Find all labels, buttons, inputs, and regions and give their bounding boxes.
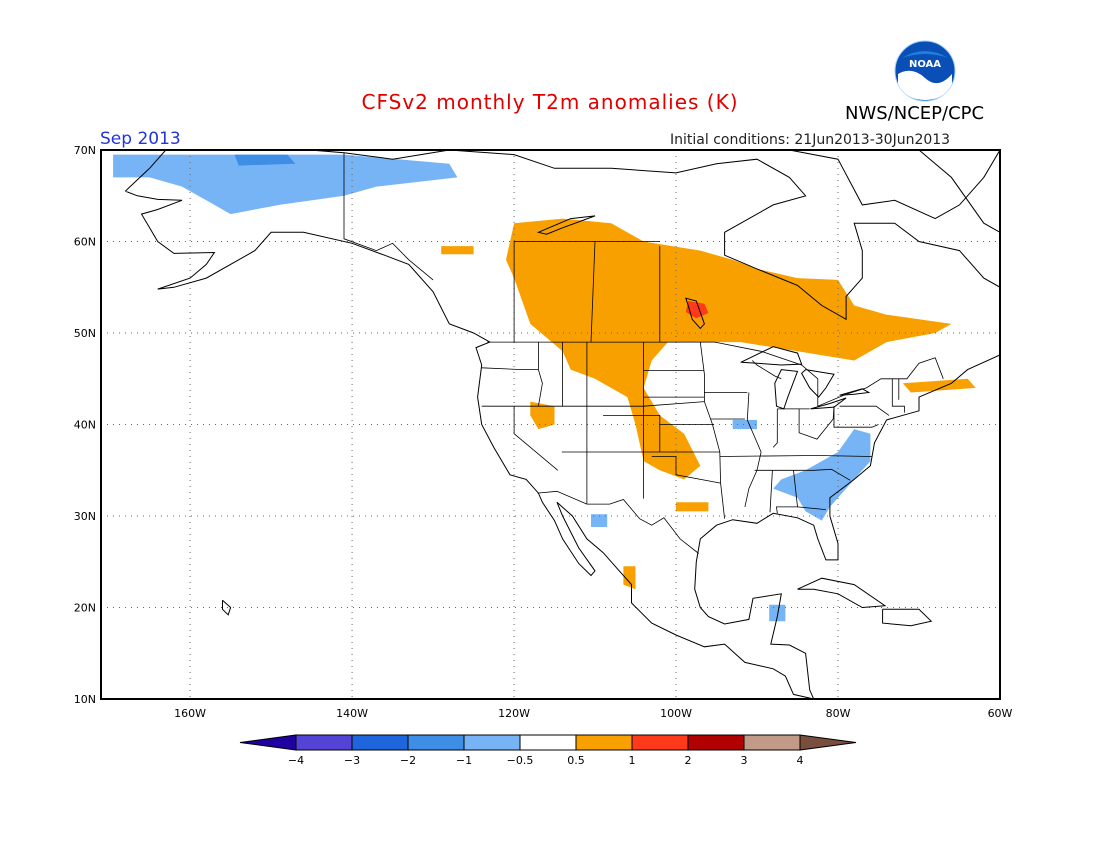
lon-label: 60W: [988, 707, 1013, 720]
colorbar-label: −0.5: [507, 754, 534, 767]
colorbar-arrow-low: [239, 734, 297, 751]
greenland-coast: [918, 150, 1000, 233]
lake-ontario: [839, 388, 871, 396]
lon-label: 100W: [660, 707, 692, 720]
logo-text: NOAA: [909, 59, 941, 70]
anomaly-region-maine-warm: [902, 378, 976, 393]
anomaly-region-canada-warm: [506, 218, 952, 480]
political-borders: [343, 152, 944, 554]
colorbar-label: 4: [797, 754, 804, 767]
noaa-logo-icon: NOAA: [894, 40, 956, 102]
colorbar-swatch: [407, 734, 465, 751]
anomaly-region-yukon-warm: [441, 246, 474, 255]
border-us-mexico: [537, 490, 699, 554]
border-state-line-26: [751, 360, 782, 380]
border-state-line-8: [651, 456, 721, 484]
colorbar-label: 1: [629, 754, 636, 767]
colorbar-swatch: [295, 734, 353, 751]
lat-label: 50N: [74, 327, 96, 340]
organization-label: NWS/NCEP/CPC: [845, 103, 985, 124]
border-state-line-21: [772, 408, 778, 448]
lat-label: 70N: [74, 144, 96, 157]
lat-label: 10N: [74, 693, 96, 706]
hispaniola-coast: [882, 608, 933, 627]
anomaly-region-texas-warm: [676, 502, 709, 512]
colorbar-label: −1: [456, 754, 472, 767]
border-state-line-7: [603, 414, 661, 452]
anomaly-shading: [113, 154, 976, 622]
lat-label: 30N: [74, 510, 96, 523]
lake-huron: [800, 369, 835, 398]
anomaly-region-nevada-warm: [530, 401, 555, 430]
border-state-line-2: [513, 406, 559, 471]
cuba-coast: [797, 577, 887, 609]
colorbar-label: 0.5: [567, 754, 585, 767]
forecast-month: Sep 2013: [100, 129, 181, 149]
anomaly-region-central-america-cold: [769, 604, 786, 622]
colorbar-swatch: [351, 734, 409, 751]
colorbar-swatch: [631, 734, 689, 751]
lat-label: 40N: [74, 419, 96, 432]
colorbar-swatch: [519, 734, 577, 751]
anomaly-region-mexico-warm: [623, 566, 636, 590]
border-alaska-canada: [343, 152, 434, 281]
anomaly-region-alaska-cold-core: [234, 154, 296, 166]
latitude-labels: 70N 60N 50N 40N 30N 20N 10N: [74, 144, 96, 706]
baffin-coast: [788, 150, 1000, 220]
lake-michigan: [774, 369, 799, 410]
colorbar-swatch: [743, 734, 801, 751]
border-state-line-28: [481, 367, 539, 371]
great-slave-lake: [536, 215, 596, 235]
colorbar-label: −3: [344, 754, 360, 767]
lat-label: 20N: [74, 602, 96, 615]
map-frame: [100, 149, 1001, 700]
longitude-labels: 160W 140W 120W 100W 80W 60W: [174, 707, 1012, 720]
border-state-line-1: [481, 401, 705, 407]
border-state-line-9: [699, 342, 725, 519]
initial-conditions: Initial conditions: 21Jun2013-30Jun2013: [670, 132, 951, 148]
lat-label: 60N: [74, 236, 96, 249]
border-state-line-17: [754, 468, 851, 481]
anomaly-region-alaska-cold: [113, 154, 458, 215]
lon-label: 80W: [826, 707, 851, 720]
colorbar-label: −4: [288, 754, 304, 767]
map-title: CFSv2 monthly T2m anomalies (K): [361, 90, 739, 114]
border-state-line-32: [513, 241, 595, 343]
border-state-line-18: [769, 470, 773, 513]
colorbar-label: −2: [400, 754, 416, 767]
anomaly-region-southeast-cold: [773, 429, 871, 521]
anomaly-region-great-lakes-hot: [685, 301, 709, 319]
lon-label: 120W: [498, 707, 530, 720]
lon-label: 140W: [336, 707, 368, 720]
border-state-line-22: [798, 406, 835, 440]
colorbar-swatch: [687, 734, 745, 751]
border-state-line-24: [839, 405, 890, 416]
lon-label: 160W: [174, 707, 206, 720]
colorbar-label: 2: [685, 754, 692, 767]
lake-superior: [740, 346, 803, 366]
border-state-line-23: [833, 406, 879, 428]
border-us-canada: [487, 341, 944, 407]
lake-winnipeg: [685, 297, 705, 330]
border-state-line-27: [538, 342, 543, 407]
colorbar-swatch: [575, 734, 633, 751]
colorbar-swatch: [463, 734, 521, 751]
border-state-line-16: [719, 455, 873, 457]
anomaly-region-midwest-cold: [732, 419, 757, 430]
anomaly-region-baja-cold: [591, 514, 608, 527]
hawaii-coast: [222, 599, 232, 616]
lake-erie: [810, 397, 847, 410]
border-state-line-20: [797, 506, 826, 510]
border-state-line-13: [744, 392, 762, 507]
border-state-line-19: [776, 470, 798, 514]
colorbar-arrow-high: [799, 734, 857, 751]
color-bar: −4 −3 −2 −1 −0.5 0.5 1 2 3 4: [239, 734, 857, 767]
border-state-line-29: [891, 378, 905, 413]
colorbar-label: 3: [741, 754, 748, 767]
north-america-coast: [124, 150, 1000, 699]
